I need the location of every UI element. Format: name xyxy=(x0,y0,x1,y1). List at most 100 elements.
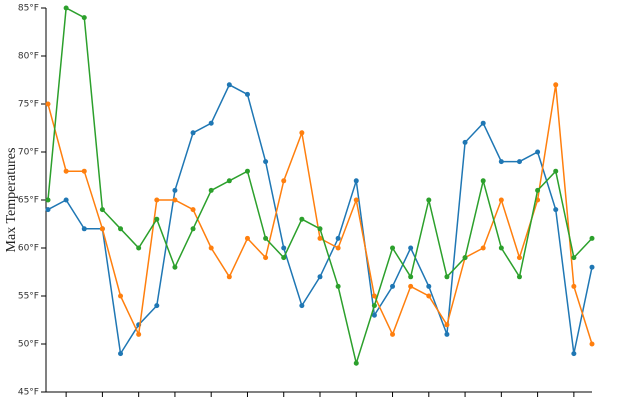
data-point xyxy=(498,197,504,203)
data-point xyxy=(63,168,69,174)
y-tick-label: 55°F xyxy=(18,292,39,302)
data-point xyxy=(299,130,305,136)
data-point xyxy=(45,207,51,213)
y-tick-label: 60°F xyxy=(18,244,39,254)
data-point xyxy=(371,303,377,309)
data-point xyxy=(81,168,87,174)
data-point xyxy=(535,187,541,193)
data-point xyxy=(45,101,51,107)
data-point xyxy=(281,178,287,184)
data-point xyxy=(190,130,196,136)
data-point xyxy=(408,245,414,251)
data-point xyxy=(154,197,160,203)
data-point xyxy=(553,207,559,213)
data-point xyxy=(299,216,305,222)
data-point xyxy=(589,341,595,347)
data-point xyxy=(444,322,450,328)
data-point xyxy=(226,178,232,184)
data-point xyxy=(516,274,522,280)
data-point xyxy=(426,283,432,289)
data-point xyxy=(335,245,341,251)
data-point xyxy=(516,255,522,261)
data-point xyxy=(390,245,396,251)
data-point xyxy=(571,255,577,261)
data-point xyxy=(353,360,359,366)
data-point xyxy=(444,331,450,337)
data-point xyxy=(535,149,541,155)
data-point xyxy=(408,283,414,289)
data-point xyxy=(589,235,595,241)
data-point xyxy=(172,187,178,193)
data-point xyxy=(208,187,214,193)
data-point xyxy=(118,226,124,232)
data-point xyxy=(136,331,142,337)
data-point xyxy=(154,303,160,309)
data-point xyxy=(81,226,87,232)
data-point xyxy=(390,283,396,289)
data-point xyxy=(371,312,377,318)
data-point xyxy=(244,168,250,174)
data-point xyxy=(208,120,214,126)
data-point xyxy=(426,197,432,203)
data-point xyxy=(118,293,124,299)
data-point xyxy=(353,178,359,184)
data-point xyxy=(462,139,468,145)
data-point xyxy=(244,91,250,97)
data-point xyxy=(226,274,232,280)
y-tick-label: 70°F xyxy=(18,148,39,158)
data-point xyxy=(281,255,287,261)
data-point xyxy=(317,274,323,280)
data-point xyxy=(226,82,232,88)
data-point xyxy=(154,216,160,222)
data-point xyxy=(498,245,504,251)
data-point xyxy=(462,255,468,261)
data-point xyxy=(480,178,486,184)
data-point xyxy=(426,293,432,299)
data-point xyxy=(281,245,287,251)
data-point xyxy=(498,159,504,165)
data-point xyxy=(81,15,87,21)
data-point xyxy=(190,226,196,232)
data-point xyxy=(480,120,486,126)
data-point xyxy=(317,226,323,232)
data-point xyxy=(444,274,450,280)
data-point xyxy=(553,82,559,88)
data-point xyxy=(335,283,341,289)
series-line xyxy=(47,84,593,345)
data-point xyxy=(63,5,69,11)
series-line xyxy=(47,6,593,367)
data-point xyxy=(263,235,269,241)
y-tick-label: 65°F xyxy=(18,196,39,206)
data-point xyxy=(371,293,377,299)
data-point xyxy=(190,207,196,213)
data-point xyxy=(172,197,178,203)
data-point xyxy=(118,351,124,357)
y-tick-label: 45°F xyxy=(18,388,39,398)
data-point xyxy=(45,197,51,203)
y-axis-label: Max Temperatures xyxy=(4,148,19,253)
data-point xyxy=(553,168,559,174)
data-point xyxy=(172,264,178,270)
data-point xyxy=(263,255,269,261)
data-point xyxy=(390,331,396,337)
data-point xyxy=(335,235,341,241)
data-point xyxy=(208,245,214,251)
y-tick-label: 50°F xyxy=(18,340,39,350)
data-point xyxy=(571,351,577,357)
data-point xyxy=(353,197,359,203)
data-point xyxy=(480,245,486,251)
y-tick-label: 80°F xyxy=(18,52,39,62)
data-point xyxy=(589,264,595,270)
data-point xyxy=(263,159,269,165)
y-tick-label: 85°F xyxy=(18,4,39,14)
data-point xyxy=(571,283,577,289)
data-point xyxy=(63,197,69,203)
data-point xyxy=(299,303,305,309)
data-point xyxy=(317,235,323,241)
data-point xyxy=(244,235,250,241)
data-point xyxy=(136,245,142,251)
data-point xyxy=(516,159,522,165)
data-point xyxy=(99,226,105,232)
